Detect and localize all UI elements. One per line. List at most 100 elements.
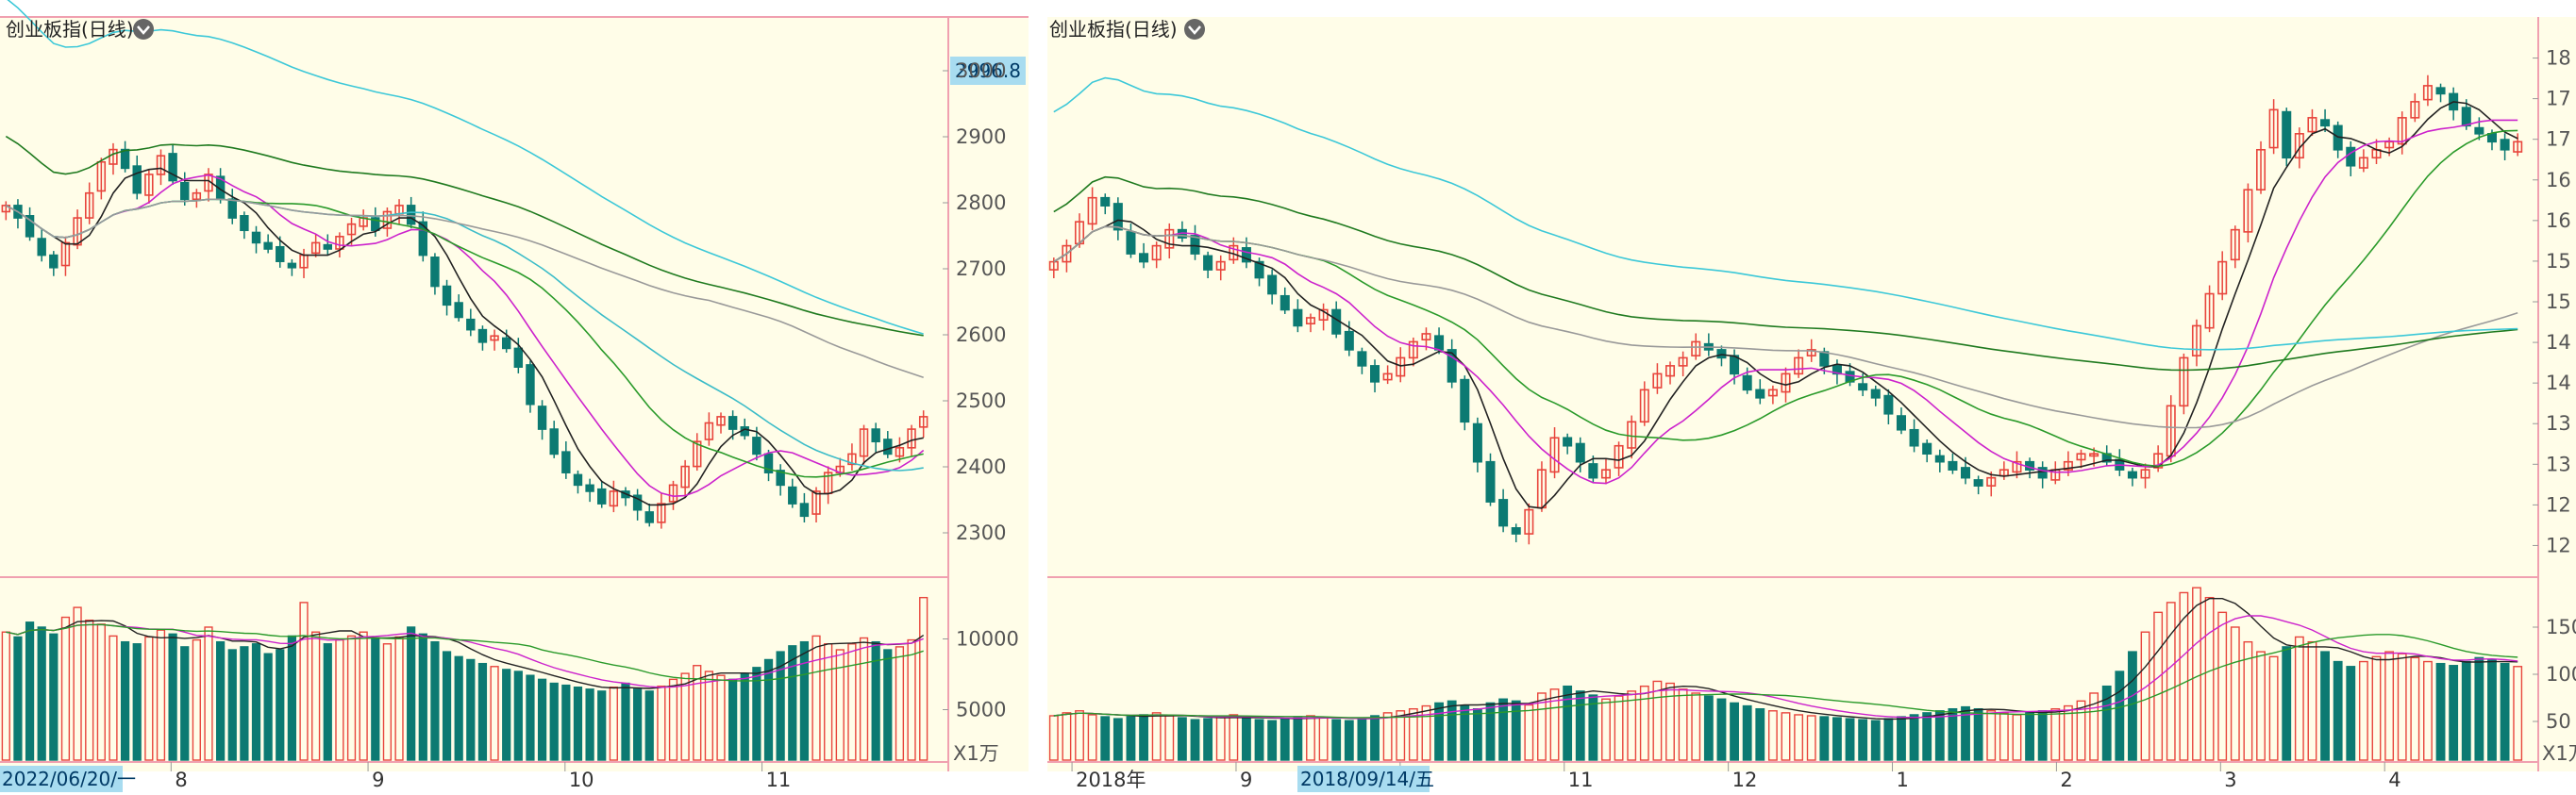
ma250-line [7,0,924,335]
volume-bar [1242,717,1251,761]
candle-body [1267,274,1278,295]
candle-body [1215,260,1226,271]
volume-bar [1742,704,1752,761]
candle-body [406,205,416,225]
volume-bar [2282,646,2292,761]
candle-body [585,484,594,492]
candle-body [2217,260,2228,295]
candle-body [1896,415,1906,431]
candle-body [871,428,880,443]
candle-body [1241,247,1251,263]
volume-bar [621,682,630,761]
volume-bar [728,678,738,761]
volume-bar [1909,714,1919,761]
candle-body [1588,463,1598,479]
candle-body [1139,253,1149,263]
x-tick-label: 1 [1897,769,1909,791]
right-price-axis: 12 12 13 13 14 14 15 15 16 16 17 17 18 [2533,47,2571,556]
candle-body [1112,203,1123,231]
left-volume-tick: 5000 [956,699,1006,721]
candle-body [1408,340,1418,359]
candle-body [60,241,71,267]
candle-body [1614,444,1624,469]
left-cursor-date: 2022/06/20/一 [2,768,136,790]
candle-body [310,241,321,255]
volume-bar [1511,700,1521,761]
candle-body [1832,365,1842,375]
candle-body [573,473,583,487]
volume-bar [2461,660,2471,761]
candle-body [1164,228,1175,249]
candle-body [1280,294,1290,311]
volume-bar [1883,718,1894,761]
candle-body [2294,133,2304,159]
volume-bar [1948,707,1958,761]
volume-bar [37,626,46,761]
volume-bar [2487,658,2497,761]
candle-body [2089,453,2099,457]
chevron-down-icon[interactable] [1184,19,1205,40]
candle-body [454,302,463,319]
volume-ma10-line [1053,615,2518,720]
candle-body [2307,117,2317,133]
volume-bar [407,626,416,761]
volume-bar [2268,655,2279,761]
candle-body [2486,133,2497,143]
volume-bar [418,633,427,761]
candle-body [1922,442,1932,455]
left-price-tick: 2400 [956,455,1006,478]
candle-body [776,470,785,487]
candle-body [895,447,905,457]
candle-body [477,328,488,343]
volume-bar [1524,704,1534,761]
right-price-tick: 18 [2546,47,2571,70]
volume-bar [526,674,535,761]
candle-body [1563,437,1573,447]
candle-body [2076,453,2086,461]
right-chart-title: 创业板指(日线) [1049,18,1178,41]
volume-bar [168,633,177,761]
volume-bar [835,649,845,761]
volume-bar [871,640,880,761]
candle-body [84,191,94,219]
volume-bar [2474,656,2484,761]
candle-body [693,440,702,468]
left-volume-unit: X1万 [953,742,999,765]
candle-body [1665,365,1676,377]
volume-bar [1973,707,1983,761]
candle-body [1100,196,1111,207]
candle-body [1293,308,1303,327]
x-tick-label: 4 [2388,769,2400,791]
volume-bar [2140,631,2150,761]
right-price-tick: 16 [2546,209,2571,232]
volume-bar [2346,666,2356,761]
volume-bar [763,658,774,761]
volume-bar [776,651,785,761]
ma60-line [1053,225,2518,429]
volume-bar [346,635,357,761]
right-volume-tick: 150 [2546,616,2576,638]
candle-body [1203,255,1213,271]
right-price-tick: 16 [2546,169,2571,191]
candle-body [1370,365,1380,383]
volume-bar [25,621,35,761]
volume-bar [2166,602,2176,761]
volume-bar [1665,682,1675,761]
candle-body [263,241,273,250]
candle-body [120,148,130,170]
candle-body [2384,141,2395,149]
candle-body [1986,476,1997,487]
candle-body [799,503,810,518]
candle-body [180,181,190,201]
volume-bar [240,646,249,761]
x-tick-label: 11 [1568,769,1594,791]
candle-body [1858,383,1868,391]
volume-bar [1537,692,1547,761]
candle-body [1961,467,1971,479]
ma60-line [5,198,924,379]
candle-body [1781,373,1791,393]
candle-body [1434,335,1445,351]
volume-bar [2256,651,2266,761]
chevron-down-icon[interactable] [133,19,154,40]
